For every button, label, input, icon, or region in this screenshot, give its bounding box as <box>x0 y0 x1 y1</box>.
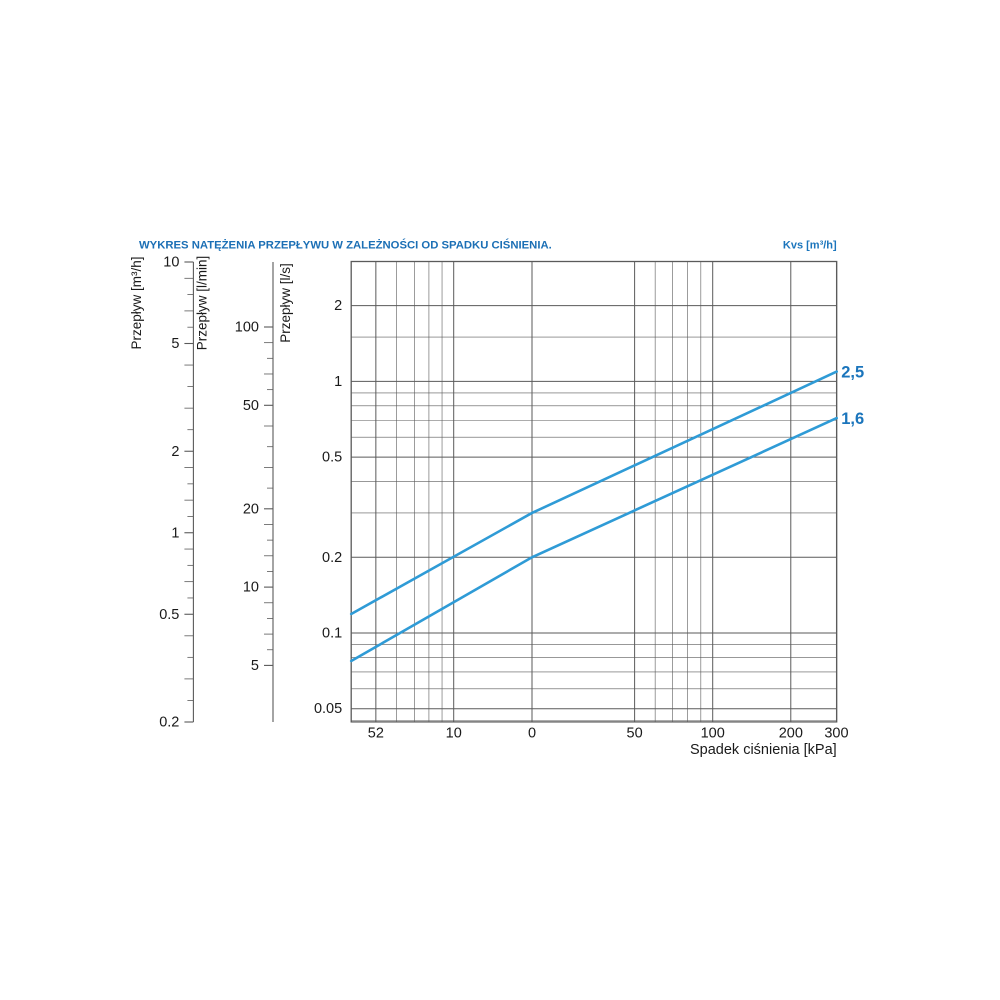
svg-text:0.1: 0.1 <box>322 626 342 642</box>
svg-text:WYKRES NATĘŻENIA PRZEPŁYWU W Z: WYKRES NATĘŻENIA PRZEPŁYWU W ZALEŻNOŚCI … <box>139 239 552 252</box>
svg-text:Przepływ [m³/h]: Przepływ [m³/h] <box>129 256 144 349</box>
svg-text:Spadek ciśnienia [kPa]: Spadek ciśnienia [kPa] <box>690 742 837 758</box>
svg-text:0.5: 0.5 <box>159 607 179 623</box>
svg-text:1: 1 <box>171 525 179 541</box>
svg-text:1,6: 1,6 <box>841 410 864 428</box>
svg-text:10: 10 <box>163 255 179 271</box>
svg-text:Kvs [m³/h]: Kvs [m³/h] <box>783 240 837 252</box>
svg-text:0.2: 0.2 <box>159 715 179 731</box>
svg-text:1: 1 <box>334 374 342 390</box>
svg-text:2,5: 2,5 <box>841 364 864 382</box>
svg-text:10: 10 <box>446 725 462 741</box>
svg-text:300: 300 <box>824 725 848 741</box>
svg-text:2: 2 <box>171 444 179 460</box>
svg-text:Przepływ [l/min]: Przepływ [l/min] <box>194 256 209 351</box>
svg-text:5: 5 <box>171 336 179 352</box>
svg-text:52: 52 <box>368 725 384 741</box>
svg-text:50: 50 <box>243 398 259 414</box>
svg-text:100: 100 <box>235 320 259 336</box>
svg-text:0.5: 0.5 <box>322 450 342 466</box>
svg-text:20: 20 <box>243 501 259 517</box>
svg-text:200: 200 <box>779 725 803 741</box>
svg-text:0.05: 0.05 <box>314 701 342 717</box>
svg-text:5: 5 <box>251 658 259 674</box>
svg-text:100: 100 <box>701 725 725 741</box>
svg-text:Przepływ [l/s]: Przepływ [l/s] <box>278 263 293 343</box>
svg-text:10: 10 <box>243 580 259 596</box>
svg-text:2: 2 <box>334 298 342 314</box>
svg-text:50: 50 <box>627 725 643 741</box>
svg-text:0.2: 0.2 <box>322 550 342 566</box>
svg-text:0: 0 <box>528 725 536 741</box>
